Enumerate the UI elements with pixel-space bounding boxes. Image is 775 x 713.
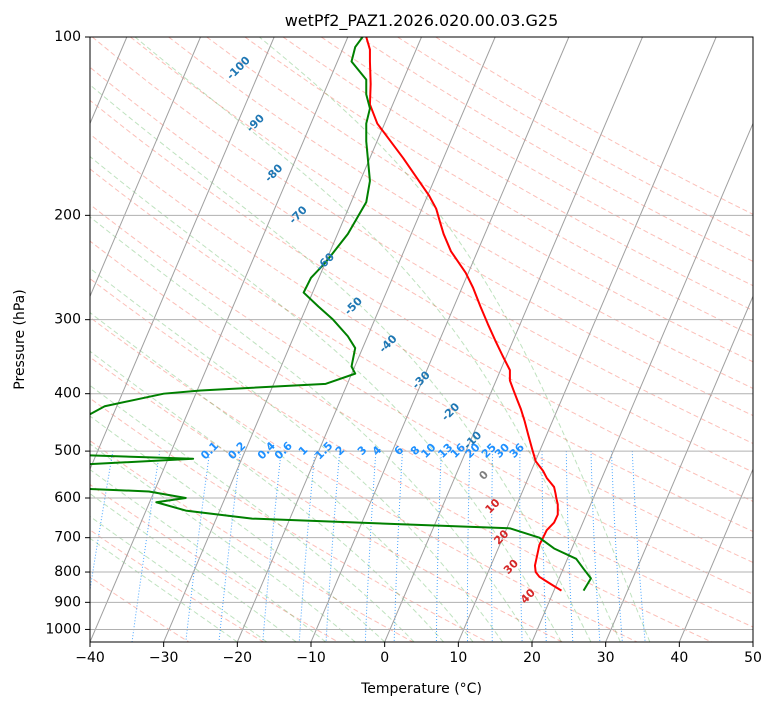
x-axis-title: Temperature (°C) [360,681,482,697]
y-tick-label: 100 [54,29,81,45]
isotherm-line [90,37,275,471]
axes: −40 −30 −20 −10 0 10 20 30 40 50 100 200 300 400 500 60… [45,29,762,666]
dry-adiabat-line [90,240,753,628]
moist-adiabat-line [90,537,238,642]
mixing-ratio-line [131,451,161,642]
dry-adiabat-line [91,37,753,445]
moist-adiabat-line [90,515,268,642]
moist-adiabat-line [90,84,592,642]
moist-adiabat-line [90,311,474,642]
x-tick-label: −30 [149,650,179,666]
isotherm-line [310,37,570,642]
isotherm-line [605,295,753,642]
background-lines [90,37,753,642]
grid [90,37,753,642]
moist-adiabat-line [90,443,356,642]
chart-title: wetPf2_PAZ1.2026.020.00.03.G25 [285,11,559,31]
dry-adiabat-line [206,37,753,363]
mixing-ratio-line [218,451,242,642]
x-tick-label: 50 [744,650,762,666]
moist-adiabat-line [90,267,503,642]
x-tick-label: 40 [670,650,688,666]
moist-adiabat-line [90,350,444,642]
y-tick-label: 500 [54,443,81,459]
profile-line [365,37,562,592]
x-tick-label: −40 [75,650,105,666]
dry-adiabat-line [90,66,753,473]
moist-adiabat-line [90,415,386,642]
dry-adiabat-line [90,99,753,502]
isotherm-line [457,37,717,642]
dry-adiabat-line [90,278,712,642]
dry-adiabat-line [90,529,264,642]
mixing-ratio-line [185,451,211,642]
y-tick-label: 800 [54,564,81,580]
y-tick-label: 1000 [45,621,81,637]
dry-adiabat-line [320,37,753,287]
moist-adiabat-line [90,216,533,642]
isotherm-line [90,37,201,298]
dry-adiabat-line [90,356,563,642]
isotherm-line [163,37,422,642]
y-tick-label: 400 [54,386,81,402]
dry-adiabat-line [90,397,488,642]
moist-adiabat-line [90,469,327,642]
dry-adiabat-line [90,576,190,642]
y-tick-label: 300 [54,312,81,328]
y-tick-label: 600 [54,490,81,506]
profile-line [90,37,592,592]
mixing-ratio-line [90,451,114,593]
x-tick-label: 30 [597,650,615,666]
dry-adiabat-line [244,37,753,337]
isotherm-line [90,37,349,642]
moist-adiabat-line [90,155,562,642]
dry-adiabat-line [90,203,753,595]
x-tick-label: 20 [523,650,541,666]
dry-adiabat-line [90,133,753,533]
isotherm-line [678,467,753,642]
y-tick-label: 900 [54,594,81,610]
x-tick-label: 0 [380,650,389,666]
series-layer [90,37,592,592]
isotherm-line [531,122,753,642]
moist-adiabat-line [134,37,621,642]
plot-frame [89,36,754,643]
isotherm-line [236,37,496,642]
mixing-ratio-line [262,451,282,642]
dry-adiabat-line [90,483,339,642]
y-tick-label: 700 [54,530,81,546]
dry-adiabat-line [90,316,638,642]
x-tick-label: −10 [296,650,326,666]
y-tick-label: 200 [54,207,81,223]
x-tick-label: −20 [223,650,253,666]
isotherm-line [384,37,643,642]
y-axis-title: Pressure (hPa) [12,289,28,389]
x-tick-label: 10 [449,650,467,666]
moist-adiabat-line [90,384,415,642]
